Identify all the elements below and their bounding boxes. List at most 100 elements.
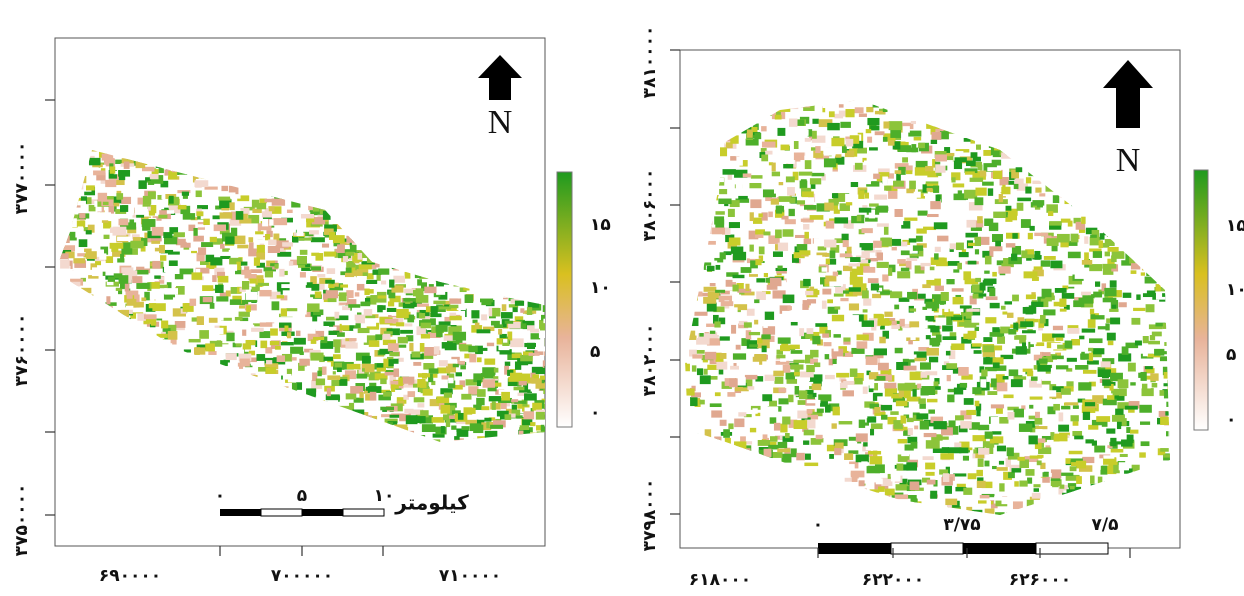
raster-cell xyxy=(74,293,88,297)
raster-cell xyxy=(1166,196,1171,200)
raster-cell xyxy=(501,392,510,401)
raster-cell xyxy=(741,122,750,125)
raster-cell xyxy=(196,425,202,434)
raster-cell xyxy=(142,410,150,414)
raster-cell xyxy=(872,506,883,514)
raster-cell xyxy=(685,433,698,437)
raster-cell xyxy=(519,166,532,171)
raster-cell xyxy=(527,343,535,349)
raster-cell xyxy=(787,379,798,384)
raster-cell xyxy=(86,147,98,152)
raster-cell xyxy=(90,439,101,444)
raster-cell xyxy=(1106,170,1111,178)
raster-cell xyxy=(461,162,474,169)
raster-cell xyxy=(492,215,504,219)
raster-cell xyxy=(243,424,252,431)
raster-cell xyxy=(813,487,821,493)
raster-cell xyxy=(455,445,460,450)
raster-cell xyxy=(523,196,533,204)
raster-cell xyxy=(926,440,940,448)
raster-cell xyxy=(951,343,964,350)
raster-cell xyxy=(791,322,798,325)
raster-cell xyxy=(684,436,693,445)
raster-cell xyxy=(85,348,93,353)
raster-cell xyxy=(685,151,696,156)
raster-cell xyxy=(1053,195,1059,203)
raster-cell xyxy=(262,175,266,181)
raster-cell xyxy=(702,146,713,152)
raster-cell xyxy=(121,438,129,446)
raster-cell xyxy=(81,288,91,293)
raster-cell xyxy=(850,100,854,109)
raster-cell xyxy=(74,168,79,173)
raster-cell xyxy=(1037,172,1044,175)
raster-cell xyxy=(424,287,436,294)
raster-cell xyxy=(74,395,80,402)
raster-cell xyxy=(161,321,168,329)
raster-cell xyxy=(528,290,540,295)
raster-cell xyxy=(274,182,280,186)
raster-cell xyxy=(491,203,503,208)
raster-cell xyxy=(383,359,388,368)
raster-cell xyxy=(253,150,263,158)
raster-cell xyxy=(711,410,722,417)
raster-cell xyxy=(100,307,108,310)
raster-cell xyxy=(1119,207,1125,213)
raster-cell xyxy=(747,129,753,137)
raster-cell xyxy=(325,280,335,284)
raster-cell xyxy=(952,288,964,291)
raster-cell xyxy=(57,391,67,400)
raster-cell xyxy=(132,401,136,410)
raster-cell xyxy=(472,268,486,271)
raster-cell xyxy=(538,443,551,447)
raster-cell xyxy=(699,489,708,496)
raster-cell xyxy=(497,245,503,253)
raster-cell xyxy=(218,276,229,283)
raster-cell xyxy=(1025,187,1031,194)
raster-cell xyxy=(885,489,895,496)
raster-cell xyxy=(906,462,917,470)
raster-cell xyxy=(250,269,262,273)
raster-cell xyxy=(1072,184,1081,187)
raster-cell xyxy=(220,401,226,408)
raster-cell xyxy=(794,492,805,497)
raster-cell xyxy=(1098,201,1107,205)
raster-cell xyxy=(466,183,478,186)
raster-cell xyxy=(261,184,274,190)
raster-cell xyxy=(117,424,129,429)
raster-cell xyxy=(715,290,725,293)
raster-cell xyxy=(748,509,755,513)
raster-cell xyxy=(916,413,928,419)
raster-cell xyxy=(1056,504,1064,509)
raster-cell xyxy=(187,368,198,376)
raster-cell xyxy=(346,428,352,434)
raster-cell xyxy=(155,248,160,252)
raster-cell xyxy=(1166,402,1179,407)
raster-cell xyxy=(289,261,293,266)
raster-cell xyxy=(372,235,382,242)
raster-cell xyxy=(711,439,718,443)
raster-cell xyxy=(140,419,154,423)
raster-cell xyxy=(438,203,449,209)
raster-cell xyxy=(849,492,858,497)
raster-cell xyxy=(278,437,284,441)
raster-cell xyxy=(984,461,989,467)
raster-cell xyxy=(999,461,1004,465)
raster-cell xyxy=(718,138,732,141)
raster-cell xyxy=(93,443,98,446)
raster-cell xyxy=(1141,512,1149,520)
raster-cell xyxy=(739,497,751,502)
raster-cell xyxy=(441,210,448,213)
raster-cell xyxy=(259,331,270,338)
raster-cell xyxy=(1033,484,1040,487)
raster-cell xyxy=(173,232,184,237)
raster-cell xyxy=(729,463,740,470)
raster-cell xyxy=(984,271,989,274)
raster-cell xyxy=(119,391,124,399)
raster-cell xyxy=(59,380,66,387)
raster-cell xyxy=(1167,380,1177,383)
raster-cell xyxy=(1045,185,1057,192)
raster-cell xyxy=(975,249,979,254)
raster-cell xyxy=(433,179,439,183)
raster-cell xyxy=(353,270,363,276)
